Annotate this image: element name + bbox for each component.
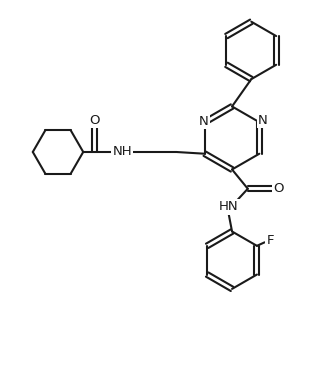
Text: N: N	[258, 114, 268, 127]
Text: NH: NH	[112, 146, 132, 158]
Text: O: O	[89, 114, 100, 127]
Text: F: F	[266, 234, 274, 248]
Text: HN: HN	[219, 201, 238, 213]
Text: N: N	[199, 115, 209, 128]
Text: O: O	[274, 182, 284, 195]
